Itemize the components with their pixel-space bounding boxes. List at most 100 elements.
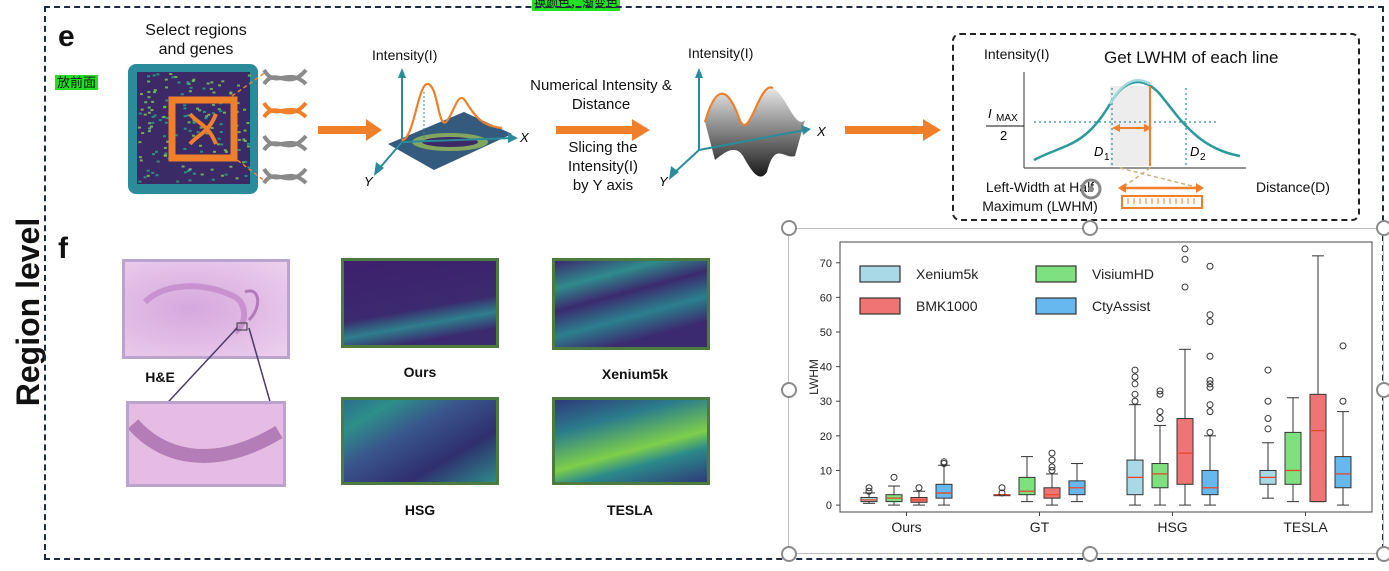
lwhm-boxplot-chart: 0 10 20 30 40 50 60 70 LWHM Ours GT HSG TESLA Xenium5… — [807, 241, 1373, 535]
legend-swatch — [1035, 265, 1077, 283]
box-outlier — [1156, 408, 1164, 416]
select-regions-label: Select regions and genes — [145, 22, 247, 58]
resize-handle-br[interactable] — [1376, 546, 1389, 562]
y-tick-label: 20 — [820, 431, 832, 443]
box-outlier — [1206, 401, 1214, 409]
gene-icons — [262, 68, 308, 185]
box-ctyassist-tesla — [1334, 456, 1352, 489]
box-outlier — [1131, 397, 1139, 405]
flow-arrow-3 — [845, 119, 941, 141]
x-tick-label: GT — [1030, 519, 1050, 535]
hsg-heatmap — [341, 397, 499, 485]
thumb-label-xenium5k: Xenium5k — [601, 366, 669, 382]
legend-label: Xenium5k — [916, 266, 979, 282]
box-ctyassist-ours — [935, 483, 953, 499]
box-outlier — [1048, 456, 1056, 464]
box-outlier — [1206, 352, 1214, 360]
lwhm-curve-plot: I MAX 2 D 1 D 2 — [986, 72, 1246, 209]
box-outlier — [1264, 425, 1272, 433]
y-tick-label: 40 — [820, 362, 832, 374]
lwhm-title: Get LWHM of each line — [1104, 48, 1279, 67]
panel-e-letter: e — [58, 20, 75, 53]
slicing-label: Slicing the Intensity(I) by Y axis — [567, 139, 639, 194]
tesla-heatmap — [552, 397, 710, 485]
box-outlier — [1156, 415, 1164, 423]
thumb-label-hsg: HSG — [404, 502, 436, 518]
intensity-axis-label-2: Intensity(I) — [688, 45, 754, 61]
box-outlier — [940, 458, 948, 466]
y-tick-label: 70 — [820, 258, 832, 270]
box-outlier — [865, 487, 873, 495]
thumb-label-ours: Ours — [403, 364, 437, 380]
x-tick-label: HSG — [1157, 519, 1187, 535]
box-outlier — [865, 484, 873, 492]
box-outlier — [1131, 380, 1139, 388]
chart-plot-area — [839, 241, 1373, 513]
intensity-axis-label-3: Intensity(I) — [984, 46, 1050, 62]
box-outlier — [1264, 397, 1272, 405]
x-tick-label: TESLA — [1283, 519, 1328, 535]
box-outlier — [1131, 373, 1139, 381]
roi-connector-lines — [231, 71, 267, 183]
resize-handle-bm[interactable] — [1082, 546, 1098, 562]
y-tick-label: 0 — [826, 500, 832, 512]
box-visiumhd-gt — [1018, 476, 1036, 496]
resize-handle-ml[interactable] — [781, 382, 797, 398]
he-overview-image — [122, 259, 290, 359]
x-tick-label: Ours — [891, 519, 921, 535]
y-tick-label: 50 — [820, 327, 832, 339]
box-ctyassist-hsg — [1201, 469, 1219, 496]
box-outlier — [1156, 387, 1164, 395]
y-tick-label: 30 — [820, 396, 832, 408]
box-outlier — [998, 484, 1006, 492]
d1-subscript: 1 — [1104, 152, 1110, 163]
numerical-intensity-label: Numerical Intensity & Distance — [530, 77, 672, 113]
box-bmk1000-gt — [1043, 487, 1061, 499]
d2-subscript: 2 — [1200, 152, 1206, 163]
imax-denominator: 2 — [1000, 128, 1007, 143]
box-outlier — [1206, 376, 1214, 384]
box-outlier — [1339, 342, 1347, 350]
box-outlier — [1206, 318, 1214, 326]
distance-axis-label: Distance(D) — [1256, 179, 1330, 195]
box-outlier — [1206, 408, 1214, 416]
box-visiumhd-hsg — [1151, 463, 1169, 489]
box-visiumhd-tesla — [1284, 431, 1302, 485]
box-bmk1000-hsg — [1176, 418, 1194, 485]
box-outlier — [1048, 466, 1056, 474]
legend-swatch — [859, 297, 901, 315]
lwhm-box — [952, 33, 1360, 221]
intensity-3d-plane: X Y — [364, 68, 530, 189]
ours-heatmap — [341, 258, 499, 348]
resize-handle-mr[interactable] — [1376, 382, 1389, 398]
box-outlier — [1181, 283, 1189, 291]
imax-subscript: MAX — [996, 113, 1018, 124]
resize-handle-bl[interactable] — [781, 546, 797, 562]
side-annotation-tag: 放前面 — [55, 75, 99, 90]
box-outlier — [1264, 415, 1272, 423]
y-axis-label: LWHM — [807, 359, 821, 395]
tissue-roi-image — [128, 64, 258, 194]
box-bmk1000-tesla — [1309, 393, 1327, 503]
box-outlier — [1156, 390, 1164, 398]
top-annotation-tag: 换颜色，渐变色 — [532, 0, 621, 11]
d1-label: D — [1094, 144, 1103, 159]
flow-arrow-2 — [556, 119, 650, 141]
resize-handle-tr[interactable] — [1376, 220, 1389, 236]
legend-swatch — [859, 265, 901, 283]
x-axis-label-1: X — [519, 130, 530, 145]
box-outlier — [1048, 449, 1056, 457]
flow-arrow-1 — [318, 119, 382, 141]
y-tick-label: 60 — [820, 292, 832, 304]
legend-label: VisiumHD — [1092, 266, 1154, 282]
box-outlier — [1339, 397, 1347, 405]
resize-handle-tl[interactable] — [781, 220, 797, 236]
lwhm-caption: Left-Width at Half Maximum (LWHM) — [982, 179, 1098, 214]
box-outlier — [1048, 463, 1056, 471]
resize-handle-tm[interactable] — [1082, 220, 1098, 236]
y-axis-label-1: Y — [364, 174, 374, 189]
box-outlier — [998, 489, 1006, 497]
region-level-title: Region level — [10, 217, 46, 407]
legend-label: BMK1000 — [916, 298, 978, 314]
x-axis-label-2: X — [816, 124, 827, 139]
